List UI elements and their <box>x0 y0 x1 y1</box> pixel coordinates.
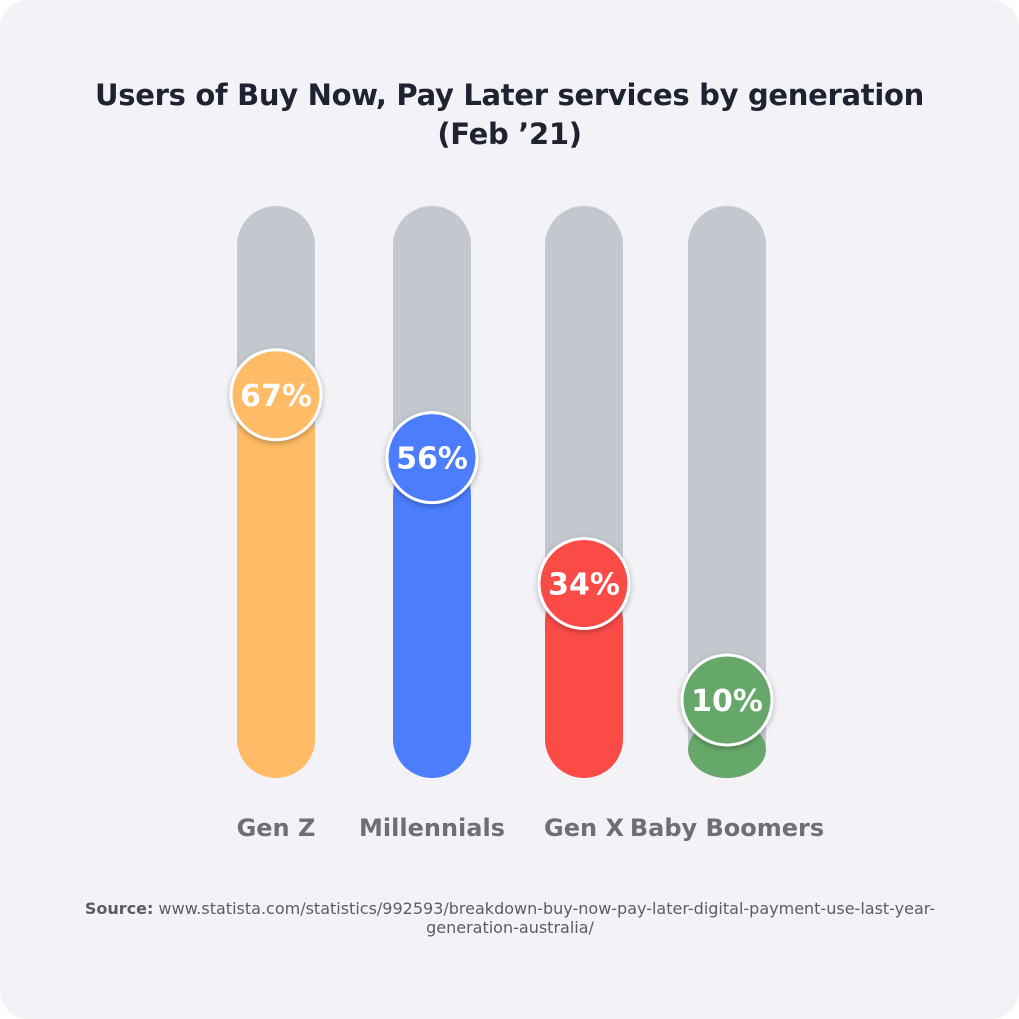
source-note: Source: www.statista.com/statistics/9925… <box>60 899 960 937</box>
chart-subtitle: (Feb ’21) <box>437 117 582 151</box>
value-bubble-gen-z <box>229 348 323 442</box>
category-label-gen-z: Gen Z <box>237 814 316 842</box>
value-bubble-gen-x <box>537 537 631 631</box>
data-label-gen-z: 67% <box>240 379 312 414</box>
category-label-baby-boomers: Baby Boomers <box>630 814 824 842</box>
data-label-millennials: 56% <box>396 442 468 477</box>
bar-gen-x <box>545 583 623 778</box>
chart-title: Users of Buy Now, Pay Later services by … <box>95 78 924 112</box>
data-label-gen-x: 34% <box>548 568 620 603</box>
source-label: Source: <box>84 899 154 918</box>
value-bubble-millennials <box>385 411 479 505</box>
bar-gen-z <box>237 394 315 778</box>
bar-millennials <box>393 457 471 778</box>
category-label-gen-x: Gen X <box>544 814 624 842</box>
data-label-baby-boomers: 10% <box>691 684 763 719</box>
bar-track-baby-boomers <box>688 206 766 778</box>
source-url: www.statista.com/statistics/992593/break… <box>158 899 936 937</box>
category-label-millennials: Millennials <box>359 814 505 842</box>
value-bubble-baby-boomers <box>680 653 774 747</box>
